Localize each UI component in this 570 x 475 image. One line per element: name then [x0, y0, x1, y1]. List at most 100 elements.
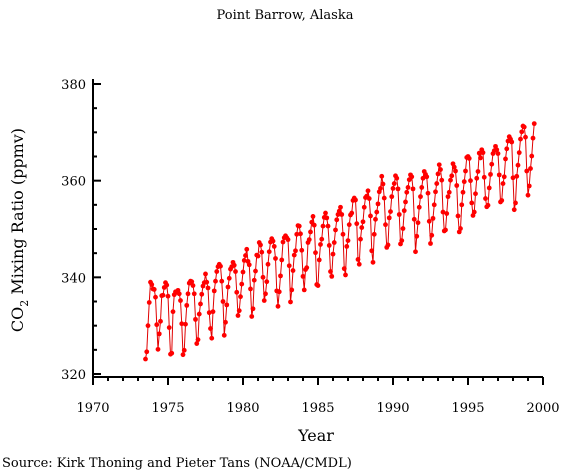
data-point [458, 226, 463, 231]
x-axis-ticks: 1970 1975 1980 1985 1990 1995 2000 [76, 377, 560, 416]
data-point [446, 189, 452, 195]
data-point [523, 134, 528, 140]
x-tick-label: 2000 [526, 401, 559, 416]
data-point [156, 331, 162, 337]
data-point [179, 321, 185, 327]
data-point [400, 226, 406, 231]
data-point [234, 289, 240, 295]
data-point [273, 256, 278, 261]
data-point [170, 309, 176, 315]
data-point [330, 251, 336, 257]
data-point [301, 287, 307, 293]
data-point [206, 310, 212, 316]
data-point [203, 271, 208, 277]
data-point [196, 311, 202, 317]
data-point [481, 174, 487, 180]
data-point [331, 240, 337, 245]
data-point [260, 274, 266, 280]
data-point [183, 321, 188, 327]
data-point [411, 216, 417, 222]
source-note: Source: Kirk Thoning and Pieter Tans (NO… [2, 456, 352, 471]
data-point [225, 284, 231, 290]
data-point [238, 294, 243, 300]
data-point [151, 287, 157, 292]
data-point [419, 185, 425, 190]
data-point [244, 246, 250, 252]
data-point [380, 181, 386, 187]
data-point [471, 209, 477, 215]
data-point [365, 188, 371, 194]
data-point [370, 259, 376, 265]
data-point [514, 173, 520, 179]
data-point [396, 212, 402, 217]
x-axis-label: Year [297, 426, 334, 445]
data-point [220, 299, 226, 304]
data-point [333, 227, 338, 233]
data-point [213, 278, 218, 284]
data-point [311, 222, 317, 228]
data-point [169, 350, 175, 356]
x-tick-label: 1995 [451, 401, 484, 416]
data-point [166, 325, 172, 330]
data-point [160, 292, 166, 298]
data-point [223, 319, 228, 325]
data-point [454, 183, 460, 188]
data-point [371, 231, 377, 237]
data-point [399, 238, 405, 244]
data-point [356, 261, 362, 267]
data-point [255, 253, 261, 259]
data-point [233, 269, 238, 274]
data-point [208, 326, 213, 331]
data-point [403, 199, 408, 205]
data-point [199, 291, 205, 297]
data-point [435, 171, 441, 177]
data-point [501, 174, 507, 180]
data-point [189, 279, 195, 285]
data-point [340, 231, 346, 237]
data-point [359, 225, 365, 230]
data-point [431, 202, 437, 208]
data-point [181, 347, 187, 353]
data-point [413, 249, 418, 255]
data-point [300, 273, 306, 279]
data-point [205, 285, 211, 291]
data-point [180, 352, 186, 358]
data-point [489, 161, 495, 167]
data-point [153, 294, 158, 300]
data-point [289, 287, 295, 293]
data-point [375, 201, 381, 207]
data-point [485, 202, 491, 208]
x-tick-label: 1990 [376, 401, 409, 416]
data-point [424, 174, 430, 180]
data-point [391, 181, 397, 186]
data-point [251, 277, 257, 283]
data-point [480, 150, 486, 156]
data-point [316, 257, 322, 263]
data-point [430, 215, 436, 221]
data-point [444, 211, 450, 216]
data-point [296, 223, 302, 229]
data-point [379, 173, 385, 179]
data-point [346, 222, 352, 228]
data-point [448, 177, 453, 183]
data-point [276, 289, 282, 295]
data-point [299, 247, 305, 253]
data-point [315, 283, 321, 288]
data-point [248, 286, 253, 292]
data-point [409, 174, 415, 180]
data-point [511, 207, 517, 213]
data-point [504, 146, 510, 152]
data-point [416, 204, 422, 210]
data-point [341, 266, 347, 272]
data-point [263, 291, 268, 297]
data-point [478, 155, 483, 161]
data-point [329, 273, 335, 279]
data-point [176, 291, 182, 297]
data-point [440, 209, 446, 215]
data-point [389, 194, 395, 200]
x-tick-label: 1980 [226, 401, 259, 416]
data-point [486, 185, 492, 191]
data-point [518, 136, 523, 142]
data-point [246, 262, 252, 268]
data-point [143, 356, 148, 362]
